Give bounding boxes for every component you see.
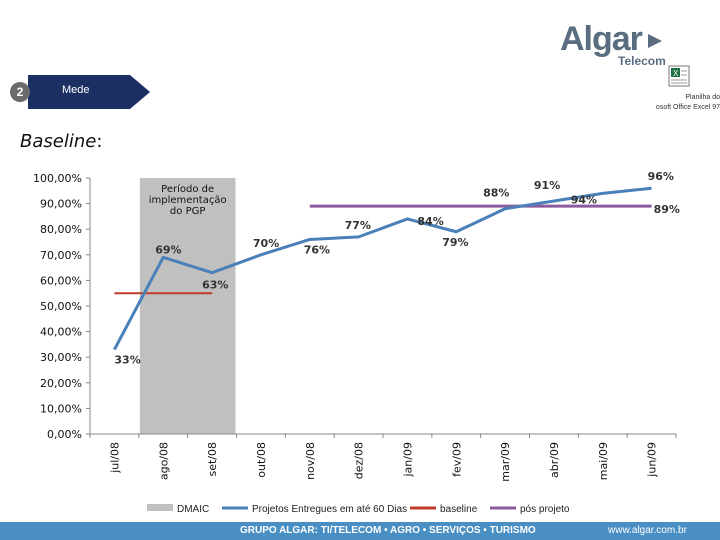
- data-label: 77%: [345, 219, 371, 232]
- data-label: 96%: [648, 170, 674, 183]
- y-tick-label: 90,00%: [40, 198, 82, 211]
- x-tick-label: dez/08: [353, 442, 366, 479]
- x-tick-label: mar/09: [499, 442, 512, 482]
- data-label: 33%: [114, 354, 140, 367]
- dmaic-band-layer: [139, 178, 236, 434]
- x-tick-label: abr/09: [548, 442, 561, 478]
- logo-subtitle: Telecom: [618, 54, 666, 68]
- annotation-line-1: Período de: [161, 183, 214, 195]
- footer-website-link[interactable]: www.algar.com.br: [608, 525, 687, 536]
- x-tick-label: ago/08: [157, 442, 170, 480]
- data-label: 91%: [534, 179, 560, 192]
- data-label: 94%: [571, 193, 597, 206]
- attachment-caption: Planilha do osoft Office Excel 97: [640, 93, 720, 113]
- y-tick-label: 100,00%: [33, 172, 82, 185]
- caption-line-2: osoft Office Excel 97: [655, 104, 720, 111]
- excel-icon[interactable]: X: [668, 65, 690, 87]
- y-tick-label: 0,00%: [47, 428, 82, 441]
- annotation-line-2: implementação: [149, 195, 227, 206]
- data-label: 84%: [417, 215, 443, 228]
- pos-projeto-label: 89%: [654, 203, 680, 216]
- footer-group-text: GRUPO ALGAR: TI/TELECOM • AGRO • SERVIÇO…: [240, 525, 536, 536]
- line-chart: 0,00% 10,00% 20,00% 30,00% 40,00% 50,00% 60,00…: [33, 170, 680, 515]
- x-tick-label: nov/08: [304, 442, 317, 480]
- x-tick-label: set/08: [206, 442, 219, 477]
- x-tick-label: out/08: [255, 442, 268, 478]
- algar-logo: Algar Telecom: [560, 20, 666, 68]
- title-colon: :: [96, 131, 103, 152]
- y-tick-label: 60,00%: [40, 274, 82, 287]
- y-tick-label: 50,00%: [40, 300, 82, 313]
- logo-arrow-icon: [648, 34, 662, 48]
- annotation-line-3: do PGP: [170, 206, 205, 217]
- series-layer: [113, 186, 652, 351]
- step-number: 2: [10, 82, 30, 102]
- data-label: 88%: [483, 187, 509, 200]
- data-label: 79%: [442, 236, 468, 249]
- y-tick-label: 10,00%: [40, 402, 82, 415]
- legend-swatch-dmaic: [147, 504, 173, 511]
- title-baseline: Baseline: [20, 131, 97, 152]
- step-indicator: 2 Mede: [10, 73, 155, 115]
- dmaic-band: [139, 178, 236, 434]
- axes-layer: 0,00% 10,00% 20,00% 30,00% 40,00% 50,00% 60,00…: [33, 172, 677, 482]
- data-label: 69%: [155, 243, 181, 256]
- logo-wordmark: Algar: [560, 20, 643, 58]
- footer-bar: GRUPO ALGAR: TI/TELECOM • AGRO • SERVIÇO…: [0, 522, 720, 540]
- svg-text:X: X: [673, 69, 679, 78]
- data-label: 63%: [202, 279, 228, 292]
- legend-label: pós projeto: [520, 504, 570, 515]
- y-tick-label: 40,00%: [40, 326, 82, 339]
- data-label: 70%: [253, 237, 279, 250]
- x-tick-label: mai/09: [597, 442, 610, 480]
- legend-label: DMAIC: [177, 504, 209, 515]
- step-label: Mede: [62, 84, 90, 96]
- page-title: Baseline:: [20, 131, 102, 152]
- projetos-line: [113, 186, 652, 351]
- y-tick-label: 30,00%: [40, 351, 82, 364]
- y-tick-label: 80,00%: [40, 223, 82, 236]
- x-tick-label: jan/09: [401, 442, 414, 477]
- y-tick-label: 70,00%: [40, 249, 82, 262]
- legend-label: baseline: [440, 504, 478, 515]
- data-label: 76%: [304, 243, 330, 256]
- legend-label: Projetos Entregues em até 60 Dias: [252, 504, 407, 515]
- caption-line-1: Planilha do: [685, 94, 720, 101]
- y-tick-label: 20,00%: [40, 377, 82, 390]
- step-arrow-shape: [28, 75, 150, 109]
- x-tick-label: jun/09: [646, 442, 659, 478]
- x-tick-label: fev/09: [450, 442, 463, 477]
- x-tick-label: jul/08: [108, 442, 121, 474]
- legend-layer: DMAIC Projetos Entregues em até 60 Dias ba…: [147, 504, 570, 515]
